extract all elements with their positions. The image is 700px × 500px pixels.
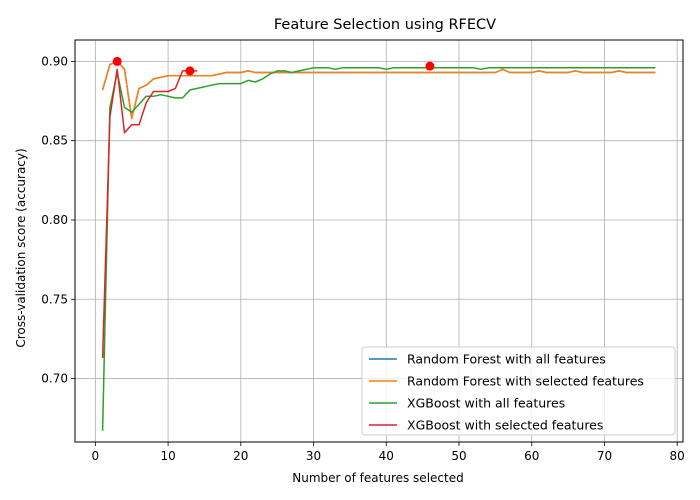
optimal-point-0: [112, 56, 122, 66]
legend-label-3: XGBoost with selected features: [407, 418, 603, 433]
x-tick-label: 60: [524, 449, 539, 463]
x-axis-label: Number of features selected: [292, 471, 463, 485]
x-tick-label: 50: [451, 449, 466, 463]
y-tick-label: 0.70: [41, 372, 68, 386]
series-line-2: [101, 67, 656, 431]
x-tick-label: 0: [92, 449, 100, 463]
legend-label-2: XGBoost with all features: [407, 396, 565, 411]
legend-label-1: Random Forest with selected features: [407, 374, 644, 389]
legend-label-0: Random Forest with all features: [407, 352, 606, 367]
y-tick-label: 0.90: [41, 54, 68, 68]
y-axis-label: Cross-validation score (accuracy): [14, 148, 28, 347]
grid: [75, 40, 683, 442]
chart-title: Feature Selection using RFECV: [274, 17, 496, 33]
x-tick-label: 40: [379, 449, 394, 463]
optimal-points: [112, 56, 435, 76]
x-tick-label: 30: [306, 449, 321, 463]
optimal-point-1: [185, 66, 195, 76]
plot-frame: [74, 39, 684, 443]
legend-box: [361, 346, 676, 436]
x-tick-label: 80: [670, 449, 685, 463]
optimal-point-2: [425, 61, 435, 71]
series-line-3: [101, 68, 198, 359]
series-line-1: [101, 60, 656, 120]
x-tick-label: 20: [233, 449, 248, 463]
series-lines: [101, 60, 656, 431]
y-tick-label: 0.75: [41, 292, 68, 306]
x-tick-label: 10: [160, 449, 175, 463]
x-tick-label: 70: [597, 449, 612, 463]
legend: Random Forest with all features Random Fo…: [361, 346, 676, 436]
y-tick-label: 0.80: [41, 213, 68, 227]
axis-ticks: 0 10 20 30 40 50 60 70 80 0.70 0.75 0.80 0.85 0.90: [41, 54, 685, 463]
y-tick-label: 0.85: [41, 134, 68, 148]
